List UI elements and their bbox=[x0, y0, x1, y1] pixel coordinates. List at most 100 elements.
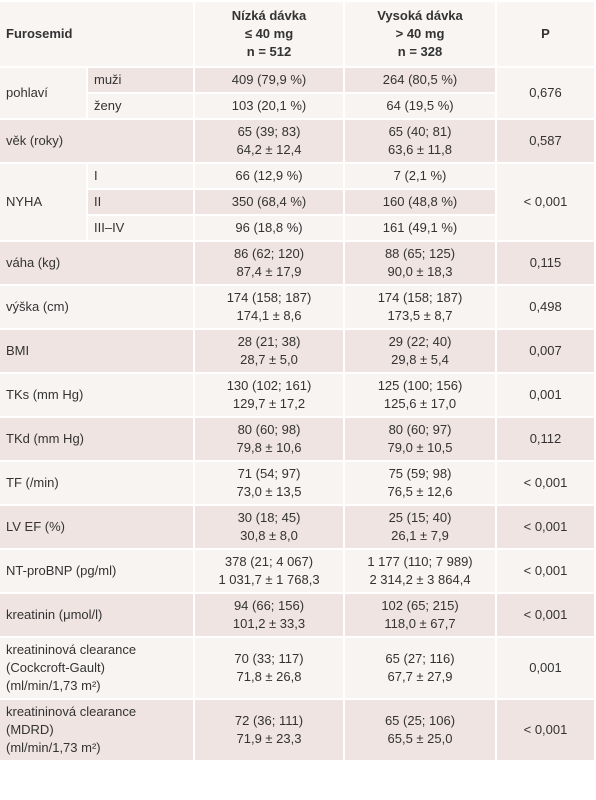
p-value: 0,115 bbox=[497, 242, 596, 284]
value-line: 65 (25; 106) bbox=[384, 713, 456, 728]
p-value: < 0,001 bbox=[497, 506, 596, 548]
value-line: 2 314,2 ± 3 864,4 bbox=[369, 572, 471, 587]
value-line: 29 (22; 40) bbox=[388, 334, 452, 349]
value-line: 73,0 ± 13,5 bbox=[236, 484, 302, 499]
low-dose-value: 350 (68,4 %) bbox=[195, 190, 345, 214]
low-dose-value: 130 (102; 161) 129,7 ± 17,2 bbox=[195, 374, 345, 416]
value-line: 76,5 ± 12,6 bbox=[387, 484, 453, 499]
sub-label: I bbox=[88, 164, 195, 188]
value-line: 125 (100; 156) bbox=[377, 378, 463, 393]
table-row: váha (kg) 86 (62; 120) 87,4 ± 17,9 88 (65; … bbox=[0, 242, 596, 284]
high-dose-value: 125 (100; 156) 125,6 ± 17,0 bbox=[345, 374, 497, 416]
value-line: 87,4 ± 17,9 bbox=[236, 264, 302, 279]
table-row: TKs (mm Hg) 130 (102; 161) 129,7 ± 17,2 125… bbox=[0, 374, 596, 416]
value-line: 90,0 ± 18,3 bbox=[387, 264, 453, 279]
label-line: NT-proBNP (pg/ml) bbox=[6, 563, 117, 578]
row-label: věk (roky) bbox=[0, 120, 195, 162]
value-line: 94 (66; 156) bbox=[233, 598, 305, 613]
label-line: (MDRD) bbox=[6, 722, 54, 737]
table-row: věk (roky) 65 (39; 83) 64,2 ± 12,4 65 (40; … bbox=[0, 120, 596, 162]
row-label: váha (kg) bbox=[0, 242, 195, 284]
value-line: 66 (12,9 %) bbox=[235, 168, 303, 183]
table-row: ženy 103 (20,1 %) 64 (19,5 %) bbox=[0, 94, 596, 118]
value-line: 67,7 ± 27,9 bbox=[387, 669, 453, 684]
p-value: 0,587 bbox=[497, 120, 596, 162]
value-line: 173,5 ± 8,7 bbox=[387, 308, 453, 323]
header-row: Furosemid Nízká dávka ≤ 40 mg n = 512 Vy… bbox=[0, 2, 596, 66]
value-line: 72 (36; 111) bbox=[234, 713, 304, 728]
value-line: 1 031,7 ± 1 768,3 bbox=[218, 572, 320, 587]
row-label: kreatininová clearance (Cockcroft-Gault) (… bbox=[0, 638, 195, 698]
value-line: 79,8 ± 10,6 bbox=[236, 440, 302, 455]
value-line: 65 (39; 83) bbox=[237, 124, 301, 139]
p-value: < 0,001 bbox=[497, 700, 596, 760]
value-line: 80 (60; 98) bbox=[237, 422, 301, 437]
high-dose-value: 7 (2,1 %) bbox=[345, 164, 497, 188]
high-dose-value: 102 (65; 215) 118,0 ± 67,7 bbox=[345, 594, 497, 636]
value-line: 65 (40; 81) bbox=[388, 124, 452, 139]
value-line: 71 (54; 97) bbox=[237, 466, 301, 481]
value-line: 80 (60; 97) bbox=[388, 422, 452, 437]
value-line: 29,8 ± 5,4 bbox=[391, 352, 449, 367]
row-label: TKd (mm Hg) bbox=[0, 418, 195, 460]
table-row: TF (/min) 71 (54; 97) 73,0 ± 13,5 75 (59; 9… bbox=[0, 462, 596, 504]
value-line: 30 (18; 45) bbox=[237, 510, 301, 525]
value-line: 1 177 (110; 7 989) bbox=[367, 554, 473, 569]
value-line: 25 (15; 40) bbox=[388, 510, 452, 525]
value-line: 409 (79,9 %) bbox=[231, 72, 307, 87]
p-value: 0,007 bbox=[497, 330, 596, 372]
header-line: n = 328 bbox=[397, 44, 443, 59]
low-dose-value: 86 (62; 120) 87,4 ± 17,9 bbox=[195, 242, 345, 284]
value-line: 174 (158; 187) bbox=[377, 290, 463, 305]
value-line: 350 (68,4 %) bbox=[231, 194, 307, 209]
sub-label: ženy bbox=[88, 94, 195, 118]
header-cell: Nízká dávka ≤ 40 mg n = 512 bbox=[195, 2, 345, 66]
table-row: II 350 (68,4 %) 160 (48,8 %) bbox=[0, 190, 596, 214]
value-line: 28 (21; 38) bbox=[237, 334, 301, 349]
p-value: 0,676 bbox=[497, 68, 596, 118]
value-line: 125,6 ± 17,0 bbox=[383, 396, 457, 411]
high-dose-value: 65 (40; 81) 63,6 ± 11,8 bbox=[345, 120, 497, 162]
low-dose-value: 65 (39; 83) 64,2 ± 12,4 bbox=[195, 120, 345, 162]
high-dose-value: 1 177 (110; 7 989) 2 314,2 ± 3 864,4 bbox=[345, 550, 497, 592]
label-line: NYHA bbox=[6, 194, 43, 209]
low-dose-value: 72 (36; 111) 71,9 ± 23,3 bbox=[195, 700, 345, 760]
low-dose-value: 103 (20,1 %) bbox=[195, 94, 345, 118]
value-line: 71,9 ± 23,3 bbox=[236, 731, 302, 746]
p-value: < 0,001 bbox=[497, 462, 596, 504]
high-dose-value: 88 (65; 125) 90,0 ± 18,3 bbox=[345, 242, 497, 284]
header-line: Vysoká dávka bbox=[377, 8, 463, 23]
value-line: 28,7 ± 5,0 bbox=[240, 352, 298, 367]
table-row: výška (cm) 174 (158; 187) 174,1 ± 8,6 174 (… bbox=[0, 286, 596, 328]
header-cell: Furosemid bbox=[0, 2, 195, 66]
value-line: 75 (59; 98) bbox=[388, 466, 452, 481]
sub-label: muži bbox=[88, 68, 195, 92]
p-value: < 0,001 bbox=[497, 164, 596, 240]
table-header: Furosemid Nízká dávka ≤ 40 mg n = 512 Vy… bbox=[0, 2, 596, 66]
header-cell: Vysoká dávka > 40 mg n = 328 bbox=[345, 2, 497, 66]
p-value: < 0,001 bbox=[497, 550, 596, 592]
table-row: NYHA I 66 (12,9 %) 7 (2,1 %) < 0,001 bbox=[0, 164, 596, 240]
low-dose-value: 70 (33; 117) 71,8 ± 26,8 bbox=[195, 638, 345, 698]
high-dose-value: 25 (15; 40) 26,1 ± 7,9 bbox=[345, 506, 497, 548]
table-row: III–IV 96 (18,8 %) 161 (49,1 %) bbox=[0, 216, 596, 240]
header-cell: P bbox=[497, 2, 596, 66]
value-line: 88 (65; 125) bbox=[384, 246, 456, 261]
value-line: 130 (102; 161) bbox=[226, 378, 312, 393]
value-line: 174,1 ± 8,6 bbox=[236, 308, 302, 323]
header-line: Nízká dávka bbox=[231, 8, 307, 23]
value-line: 79,0 ± 10,5 bbox=[387, 440, 453, 455]
header-line: > 40 mg bbox=[395, 26, 445, 41]
row-label: NYHA bbox=[0, 164, 88, 240]
label-line: TKs (mm Hg) bbox=[6, 387, 84, 402]
p-value: 0,112 bbox=[497, 418, 596, 460]
table-row: LV EF (%) 30 (18; 45) 30,8 ± 8,0 25 (15; 40… bbox=[0, 506, 596, 548]
label-line: kreatininová clearance bbox=[6, 704, 137, 719]
high-dose-value: 65 (25; 106) 65,5 ± 25,0 bbox=[345, 700, 497, 760]
row-label: TKs (mm Hg) bbox=[0, 374, 195, 416]
table-row: BMI 28 (21; 38) 28,7 ± 5,0 29 (22; 40) 29,8 … bbox=[0, 330, 596, 372]
header-line: ≤ 40 mg bbox=[244, 26, 294, 41]
value-line: 7 (2,1 %) bbox=[393, 168, 447, 183]
value-line: 103 (20,1 %) bbox=[231, 98, 307, 113]
